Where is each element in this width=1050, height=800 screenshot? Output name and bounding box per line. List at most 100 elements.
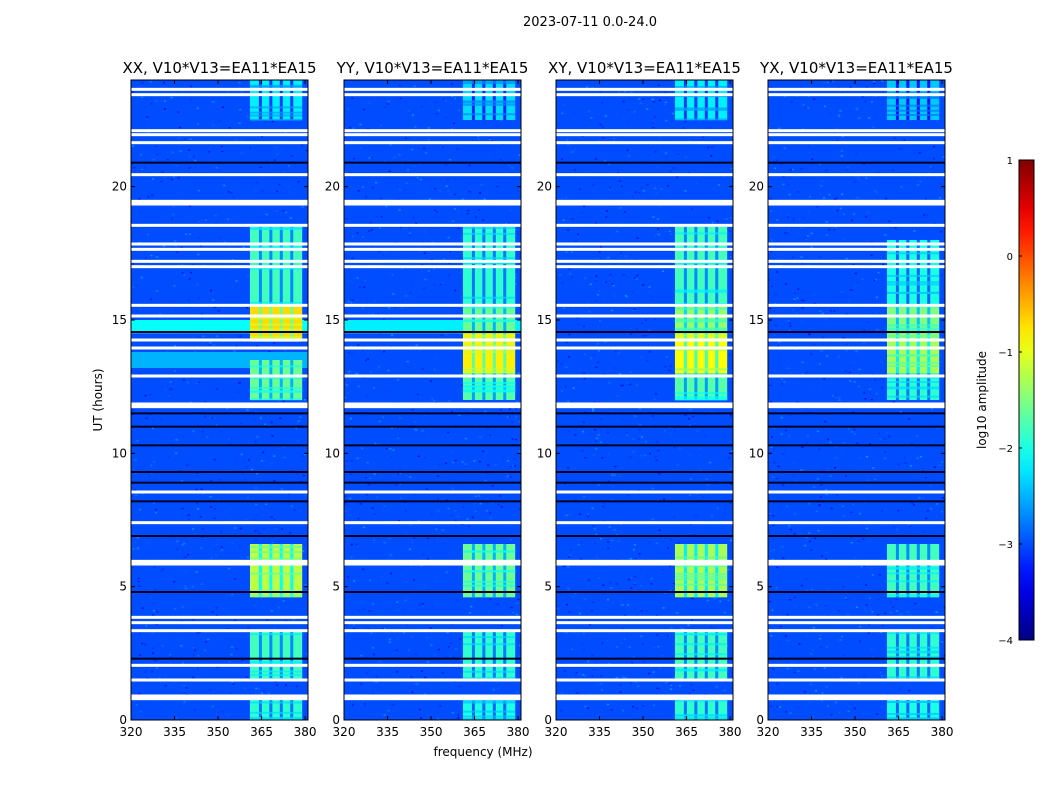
flagged-gap [344, 629, 521, 633]
flagged-gap [556, 615, 733, 619]
y-axis-label: UT (hours) [91, 368, 105, 431]
flagged-gap [768, 129, 945, 133]
x-tick-label: 335 [163, 725, 186, 739]
figure-title: 2023-07-11 0.0-24.0 [523, 15, 657, 30]
flagged-gap [768, 402, 945, 406]
flagged-gap [131, 697, 308, 701]
flagged-gap [131, 202, 308, 206]
flagged-gap [131, 173, 308, 177]
flagged-gap [768, 562, 945, 566]
dropout-line [344, 444, 521, 447]
flagged-gap [131, 93, 308, 97]
flagged-gap [344, 303, 521, 307]
flagged-gap [344, 259, 521, 263]
flagged-gap [344, 490, 521, 494]
dropout-line [768, 161, 945, 164]
flagged-gap [556, 694, 733, 698]
dropout-line [556, 412, 733, 415]
flagged-gap [131, 663, 308, 667]
y-tick-label: 0 [332, 713, 340, 727]
rfi-region [886, 632, 940, 680]
y-tick-label: 5 [332, 580, 340, 594]
flagged-gap [131, 615, 308, 619]
flagged-gap [768, 678, 945, 682]
x-tick-label: 380 [507, 725, 530, 739]
flagged-gap [131, 87, 308, 91]
flagged-gap [556, 265, 733, 269]
dropout-line [131, 161, 308, 164]
flagged-gap [344, 141, 521, 145]
dropout-line [344, 500, 521, 503]
flagged-gap [556, 87, 733, 91]
flagged-gap [344, 338, 521, 342]
x-tick-label: 380 [931, 725, 954, 739]
flagged-gap [768, 490, 945, 494]
panel-title: YY, V10*V13=EA11*EA15 [336, 59, 529, 77]
dropout-line [556, 481, 733, 484]
dropout-line [768, 412, 945, 415]
flagged-gap [344, 521, 521, 525]
flagged-gap [768, 694, 945, 698]
y-tick-label: 0 [756, 713, 764, 727]
rfi-region [249, 80, 303, 121]
flagged-gap [131, 521, 308, 525]
dropout-line [556, 471, 733, 473]
flagged-gap [131, 199, 308, 203]
dropout-line [131, 591, 308, 593]
colorbar-tick-label: −2 [998, 444, 1013, 455]
flagged-gap [131, 141, 308, 145]
dropout-line [131, 535, 308, 537]
panel-title: YX, V10*V13=EA11*EA15 [759, 59, 953, 77]
flagged-gap [131, 303, 308, 307]
dropout-line [556, 657, 733, 660]
dropout-line [344, 657, 521, 660]
y-tick-label: 15 [749, 313, 764, 327]
flagged-gap [768, 615, 945, 619]
x-tick-label: 365 [463, 725, 486, 739]
y-tick-label: 5 [756, 580, 764, 594]
flagged-gap [768, 405, 945, 409]
x-tick-label: 320 [120, 725, 143, 739]
flagged-gap [768, 521, 945, 525]
dropout-line [768, 500, 945, 503]
flagged-gap [344, 173, 521, 177]
rfi-region [886, 80, 940, 120]
flagged-gap [131, 559, 308, 563]
rfi-region [674, 544, 728, 598]
flagged-gap [344, 129, 521, 133]
x-tick-label: 335 [376, 725, 399, 739]
y-tick-label: 10 [325, 446, 340, 460]
rfi-region [462, 304, 516, 334]
flagged-gap [344, 694, 521, 698]
flagged-gap [768, 87, 945, 91]
heatmap-panel-2: YY, V10*V13=EA11*EA15 320 335 350 365 380 0 5 10… [325, 59, 530, 739]
flagged-gap [344, 374, 521, 378]
flagged-gap [556, 303, 733, 307]
dropout-line [556, 591, 733, 593]
rfi-region [886, 373, 940, 400]
dropout-line [556, 161, 733, 164]
dropout-line [131, 444, 308, 447]
flagged-gap [556, 129, 733, 133]
y-tick-label: 0 [544, 713, 552, 727]
flagged-gap [131, 223, 308, 227]
flagged-gap [344, 223, 521, 227]
flagged-gap [556, 346, 733, 350]
flagged-gap [768, 93, 945, 97]
flagged-gap [131, 621, 308, 625]
flagged-gap [768, 223, 945, 227]
flagged-gap [768, 629, 945, 633]
y-tick-label: 15 [325, 313, 340, 327]
rfi-region [249, 360, 303, 401]
flagged-gap [768, 133, 945, 137]
dropout-line [344, 591, 521, 593]
rfi-region [462, 544, 516, 598]
flagged-gap [556, 405, 733, 409]
x-tick-label: 320 [333, 725, 356, 739]
flagged-gap [768, 663, 945, 667]
rfi-region [674, 304, 728, 334]
y-tick-label: 20 [112, 180, 127, 194]
flagged-gap [768, 338, 945, 342]
colorbar: 1 0 −1 −2 −3 −4 log10 amplitude [975, 156, 1035, 647]
